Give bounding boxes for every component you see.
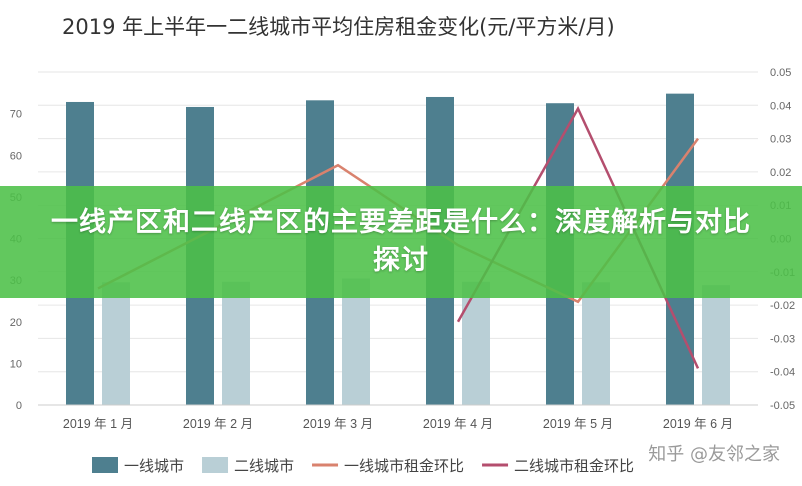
bar-tier2 [222,281,250,405]
legend-swatch [202,457,229,473]
y-right-tick-label: 0.04 [770,100,791,112]
bar-tier2 [702,285,730,405]
y-right-tick-label: 0.05 [770,67,791,79]
y-right-tick-label: -0.05 [770,400,795,412]
y-right-tick-label: -0.03 [770,333,795,345]
bar-tier2 [102,282,130,405]
chart-title: 2019 年上半年一二线城市平均住房租金变化(元/平方米/月) [62,15,615,39]
headline-text: 一线产区和二线产区的主要差距是什么：深度解析与对比探讨 [51,207,751,276]
y-left-tick-label: 10 [10,358,22,370]
y-right-tick-label: -0.02 [770,300,795,312]
headline-banner: 一线产区和二线产区的主要差距是什么：深度解析与对比探讨 [0,186,802,298]
legend-label: 一线城市 [124,457,184,475]
x-tick-label: 2019 年 6 月 [663,417,733,431]
y-left-tick-label: 60 [10,150,22,162]
y-right-tick-label: 0.03 [770,134,791,146]
y-right-tick-label: 0.02 [770,167,791,179]
y-left-tick-label: 70 [10,109,22,121]
y-left-tick-label: 20 [10,317,22,329]
x-tick-label: 2019 年 1 月 [63,417,133,431]
legend-label: 二线城市 [234,457,294,475]
bar-tier2 [342,278,370,405]
x-tick-label: 2019 年 2 月 [183,417,253,431]
legend-label: 二线城市租金环比 [514,457,634,475]
y-left-tick-label: 0 [16,400,22,412]
watermark: 知乎 @友邻之家 [648,444,780,465]
bar-tier2 [462,281,490,405]
bar-tier2 [582,282,610,405]
x-tick-label: 2019 年 5 月 [543,417,613,431]
x-tick-label: 2019 年 4 月 [423,417,493,431]
y-right-tick-label: -0.04 [770,367,795,379]
x-tick-label: 2019 年 3 月 [303,417,373,431]
legend-swatch [92,457,118,473]
legend-label: 一线城市租金环比 [344,457,464,475]
